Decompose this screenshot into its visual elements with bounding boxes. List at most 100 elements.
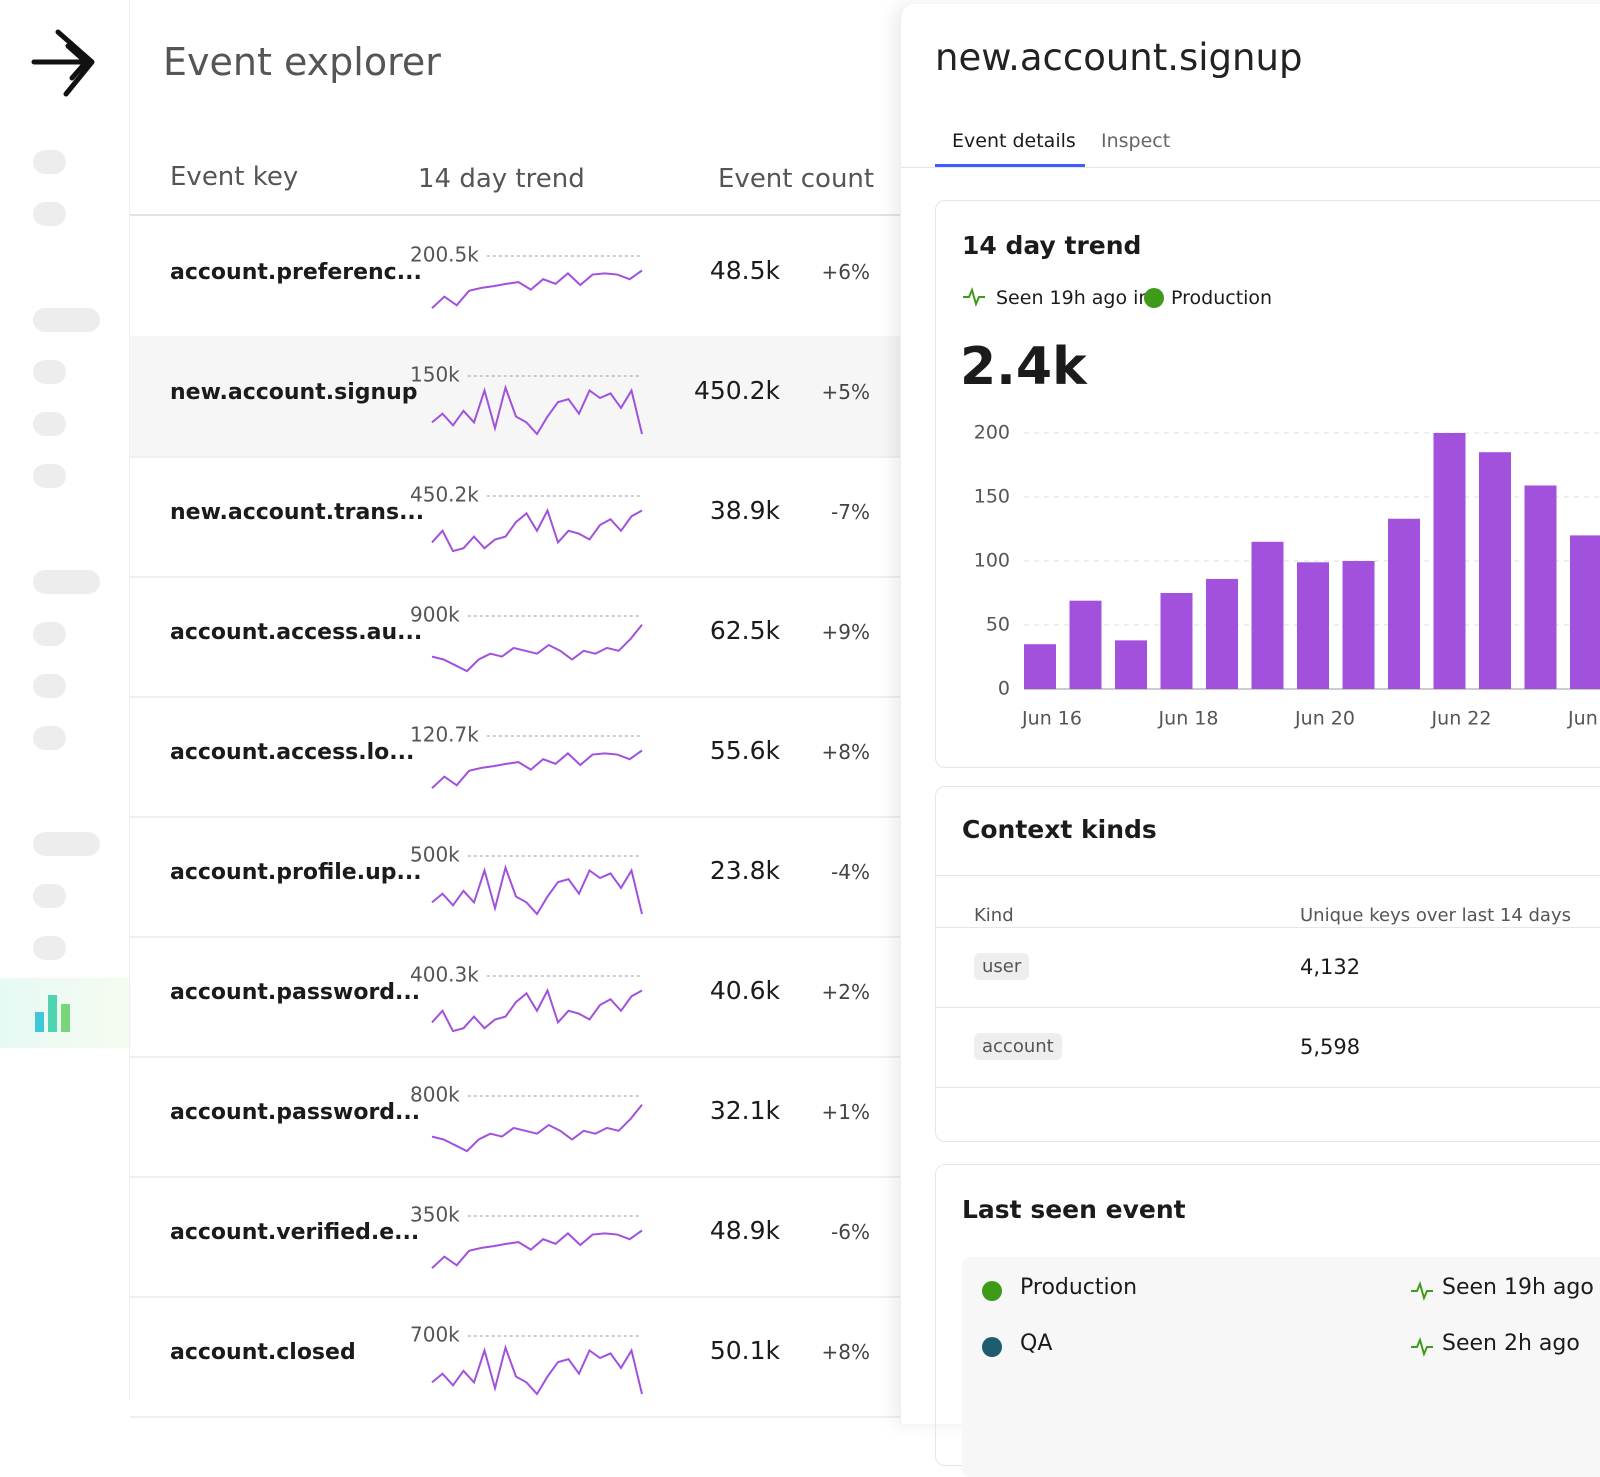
event-row[interactable]: new.account.signup 150k 450.2k +5%: [130, 336, 900, 458]
x-tick-label: Jun 22: [1431, 708, 1492, 730]
sparkline: 120.7k: [410, 723, 643, 789]
sidebar: [0, 0, 130, 1400]
status-dot: [982, 1337, 1002, 1357]
nav-item[interactable]: [33, 674, 66, 698]
trend-line: [431, 269, 643, 309]
nav-item[interactable]: [33, 570, 100, 594]
trend-line: [431, 749, 643, 789]
bar: [1342, 561, 1375, 689]
event-key: account.access.au...: [170, 620, 423, 645]
trend-line: [431, 1344, 643, 1396]
event-row[interactable]: account.profile.up... 500k 23.8k -4%: [130, 816, 900, 938]
activity-path: [1411, 1281, 1433, 1301]
nav-item[interactable]: [33, 622, 66, 646]
event-change: +6%: [821, 260, 871, 284]
tab[interactable]: Inspect: [1101, 130, 1171, 152]
bar: [1115, 640, 1147, 689]
event-count: 55.6k: [709, 736, 780, 765]
page-title: Event explorer: [163, 40, 441, 84]
activity-icon: [1411, 1337, 1433, 1357]
event-key: new.account.trans...: [170, 500, 425, 525]
event-key: account.closed: [170, 1340, 356, 1365]
event-row[interactable]: account.access.au... 900k 62.5k +9%: [130, 576, 900, 698]
environment: Production: [1171, 287, 1273, 309]
unique-keys: 5,598: [1300, 1035, 1361, 1059]
event-count: 48.9k: [709, 1216, 780, 1245]
x-tick-label: Jun 24: [1567, 708, 1600, 730]
y-tick-label: 0: [998, 678, 1010, 700]
nav-item[interactable]: [33, 360, 66, 384]
x-tick-label: Jun 20: [1294, 708, 1355, 730]
event-row[interactable]: account.verified.e... 350k 48.9k -6%: [130, 1176, 900, 1298]
event-change: +9%: [821, 620, 871, 644]
bar: [1160, 593, 1193, 689]
nav-item[interactable]: [33, 464, 66, 488]
detail-panel: new.account.signup Event details Inspect…: [900, 4, 1600, 1477]
event-key: account.verified.e...: [170, 1220, 420, 1245]
trend-line: [431, 864, 643, 916]
sparkline: 400.3k: [410, 963, 643, 1033]
y-tick-label: 150: [974, 486, 1010, 508]
trend-label: 120.7k: [410, 723, 479, 747]
nav-item[interactable]: [33, 412, 66, 436]
seen-text: Seen 19h ago in: [1442, 1275, 1600, 1300]
event-change: -6%: [831, 1220, 870, 1244]
sparkline: 900k: [410, 603, 643, 673]
environment: Production: [1020, 1275, 1138, 1300]
sparkline: 450.2k: [410, 483, 643, 553]
divider: [936, 927, 1600, 928]
event-count: 450.2k: [693, 376, 780, 405]
nav-item[interactable]: [33, 308, 100, 332]
event-change: +2%: [821, 980, 871, 1004]
status-dot: [1144, 288, 1164, 308]
sparkline: 350k: [410, 1203, 643, 1269]
card-title: Last seen event: [962, 1195, 1186, 1224]
tab-active[interactable]: Event details: [952, 130, 1076, 152]
nav-item-active[interactable]: [0, 978, 129, 1048]
divider: [936, 1087, 1600, 1088]
bar: [1297, 562, 1329, 689]
event-count: 32.1k: [709, 1096, 780, 1125]
nav-item[interactable]: [33, 884, 66, 908]
sparkline: 800k: [410, 1083, 643, 1153]
sparkline: 500k: [410, 843, 643, 916]
event-count: 62.5k: [709, 616, 780, 645]
event-row[interactable]: account.preferenc... 200.5k 48.5k +6%: [130, 216, 900, 338]
event-row[interactable]: account.password... 400.3k 40.6k +2%: [130, 936, 900, 1058]
total: 2.4k: [960, 337, 1087, 397]
event-count: 48.5k: [709, 256, 780, 285]
y-tick-label: 100: [974, 550, 1010, 572]
activity-icon: [1411, 1281, 1433, 1301]
event-count: 40.6k: [709, 976, 780, 1005]
nav-item[interactable]: [33, 832, 100, 856]
bar: [1024, 644, 1056, 689]
event-count: 23.8k: [709, 856, 780, 885]
column-header: 14 day trend: [418, 164, 585, 194]
seen-text: Seen 19h ago in: [996, 287, 1151, 309]
logo: [31, 29, 95, 97]
divider: [130, 214, 900, 216]
column-header: Event count: [718, 164, 875, 194]
event-count: 50.1k: [709, 1336, 780, 1365]
environment: QA: [1020, 1331, 1053, 1356]
nav-item[interactable]: [33, 202, 66, 226]
trend-label: 800k: [410, 1083, 460, 1107]
nav-item[interactable]: [33, 936, 66, 960]
trend-label: 350k: [410, 1203, 460, 1227]
event-change: -4%: [831, 860, 870, 884]
event-row[interactable]: account.password... 800k 32.1k +1%: [130, 1056, 900, 1178]
event-row[interactable]: new.account.trans... 450.2k 38.9k -7%: [130, 456, 900, 578]
event-change: +8%: [821, 740, 871, 764]
bar: [1433, 433, 1466, 689]
event-row[interactable]: account.access.lo... 120.7k 55.6k +8%: [130, 696, 900, 818]
x-tick-label: Jun 18: [1158, 708, 1219, 730]
event-key: account.access.lo...: [170, 740, 415, 765]
trend-label: 900k: [410, 603, 460, 627]
event-change: +5%: [821, 380, 871, 404]
nav-item[interactable]: [33, 726, 66, 750]
nav-item[interactable]: [33, 150, 66, 174]
trend-card: 14 day trend Seen 19h ago in Production …: [935, 200, 1600, 768]
bar: [1206, 578, 1238, 689]
bar: [1251, 541, 1284, 689]
bar: [1388, 518, 1420, 689]
